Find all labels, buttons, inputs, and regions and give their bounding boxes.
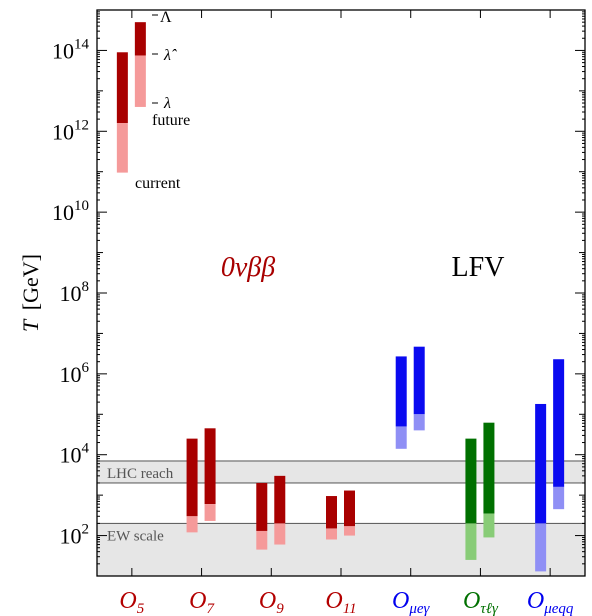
x-tick-label-0: O5 xyxy=(119,588,144,616)
band-ew-scale xyxy=(96,522,586,577)
bar-current-cat5-lower xyxy=(465,523,477,560)
y-tick-labels: 102 104 106 108 1010 1012 1014 xyxy=(52,36,90,548)
bar-future-cat1-lower xyxy=(204,504,216,521)
bars xyxy=(116,22,565,572)
x-tick-label-5: Oτℓγ xyxy=(463,588,499,616)
bar-current-cat2-lower xyxy=(256,530,268,550)
bar-future-cat6-lower xyxy=(553,486,565,510)
bar-future-cat0-upper xyxy=(134,22,146,56)
bar-current-cat6-upper xyxy=(535,403,547,524)
bar-current-cat5-upper xyxy=(465,438,477,524)
group-label-0nubb: 0νββ xyxy=(221,252,275,283)
y-axis-label: T [GeV] xyxy=(18,254,43,332)
bar-future-cat5-upper xyxy=(483,422,495,514)
band-label-ew-scale: EW scale xyxy=(107,528,164,544)
x-tick-label-4: Oμeγ xyxy=(392,588,431,616)
annot-future: future xyxy=(152,112,190,129)
bar-future-cat3-lower xyxy=(344,526,355,536)
bar-current-cat4-upper xyxy=(395,356,407,427)
x-tick-label-2: O9 xyxy=(259,588,284,616)
bar-future-cat6-upper xyxy=(553,359,565,487)
annot-Lambda: Λ xyxy=(160,9,172,26)
bar-future-cat4-upper xyxy=(413,346,425,415)
y-tick-label: 102 xyxy=(60,522,90,549)
x-tick-labels: O5 O7 O9 O11 Oμeγ Oτℓγ Oμeqq xyxy=(119,588,573,616)
bar-current-cat1-lower xyxy=(186,516,198,533)
group-label-lfv: LFV xyxy=(452,252,505,283)
bar-current-cat3-lower xyxy=(326,528,337,540)
y-tick-label: 1010 xyxy=(52,198,89,225)
y-tick-label: 108 xyxy=(60,279,90,306)
axis-ticks xyxy=(97,10,585,577)
bar-current-cat4-lower xyxy=(395,426,407,449)
annot-current: current xyxy=(135,175,181,192)
bar-future-cat2-lower xyxy=(274,523,286,545)
x-tick-label-1: O7 xyxy=(189,588,215,616)
y-tick-label: 1014 xyxy=(52,36,90,63)
y-tick-label: 106 xyxy=(60,360,90,387)
bar-current-cat1-upper xyxy=(186,438,198,517)
bar-current-cat6-lower xyxy=(535,523,547,572)
bar-future-cat2-upper xyxy=(274,475,286,524)
annot-lambda: λ xyxy=(163,95,171,112)
y-tick-label: 1012 xyxy=(52,117,89,144)
reference-bands: LHC reach EW scale xyxy=(96,460,586,577)
bar-future-cat5-lower xyxy=(483,513,495,538)
bar-future-cat1-upper xyxy=(204,428,216,505)
x-tick-label-3: O11 xyxy=(325,588,356,616)
band-label-lhc-reach: LHC reach xyxy=(107,466,174,482)
bar-future-cat4-lower xyxy=(413,414,425,431)
bar-current-cat0-upper xyxy=(116,52,128,124)
y-tick-label: 104 xyxy=(60,441,90,468)
bar-future-cat3-upper xyxy=(344,490,355,527)
bar-future-cat0-lower xyxy=(134,55,146,107)
bar-current-cat2-upper xyxy=(256,482,268,531)
annot-lambda-hat: λ̂ xyxy=(163,47,177,64)
bar-current-cat3-upper xyxy=(326,496,337,529)
x-tick-label-6: Oμeqq xyxy=(527,588,574,616)
bar-current-cat0-lower xyxy=(116,123,128,173)
